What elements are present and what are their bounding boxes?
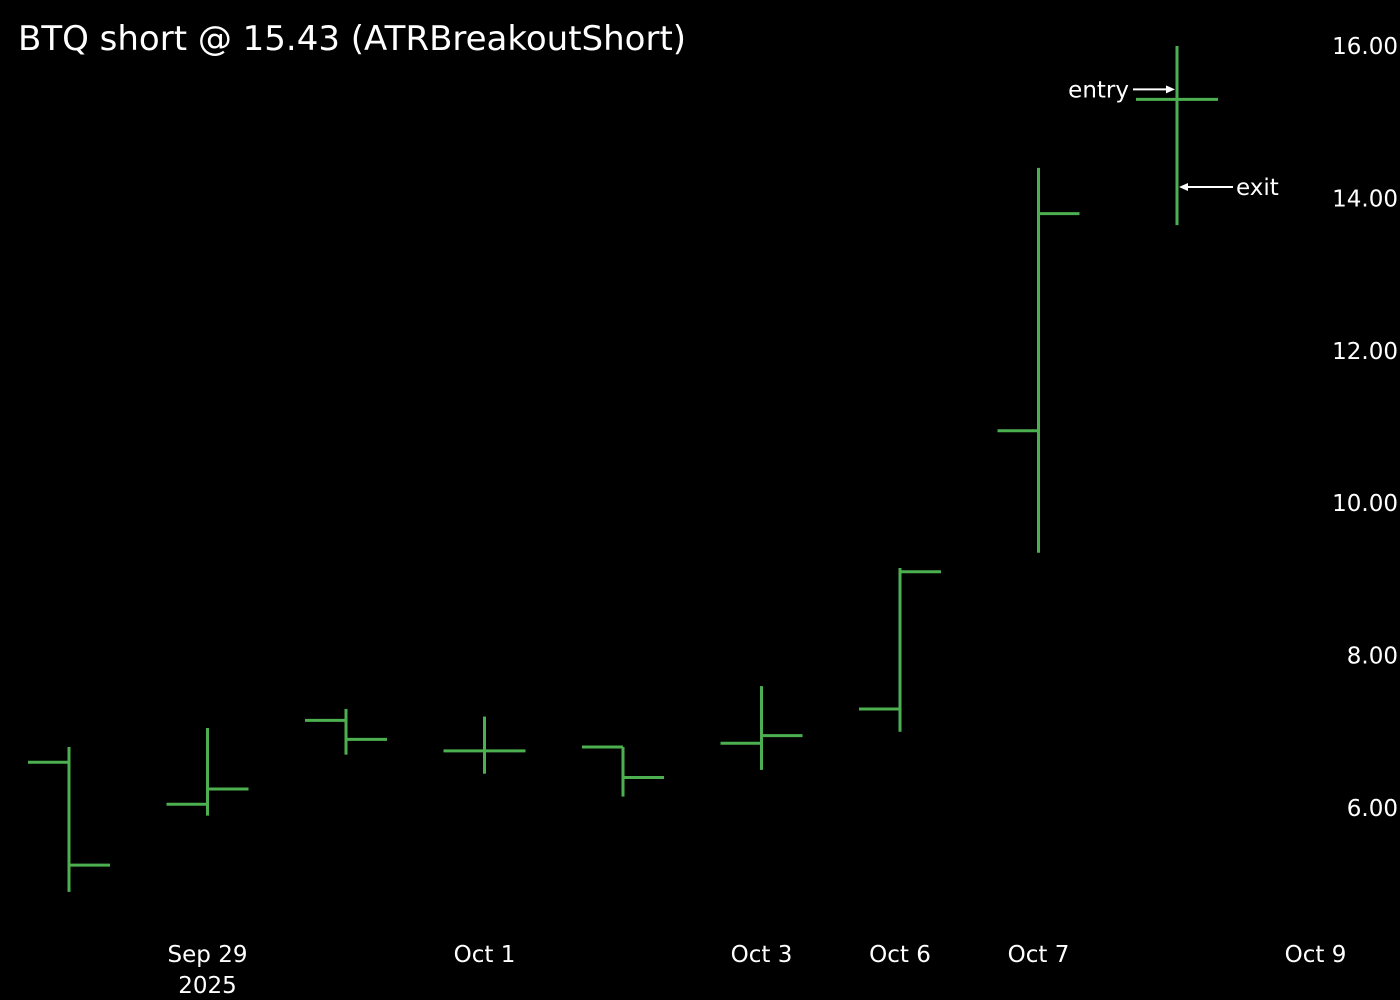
y-tick-label: 16.00 [1332, 34, 1398, 60]
x-tick-label: Oct 6 [869, 942, 931, 968]
y-tick-label: 14.00 [1332, 186, 1398, 212]
entry-label: entry [1068, 77, 1129, 103]
ohlc-bars [28, 46, 1218, 892]
exit-annotation: exit [1179, 175, 1279, 201]
ohlc-bar [28, 747, 110, 892]
x-tick-label: Sep 29 [168, 942, 248, 968]
x-tick-label: Oct 9 [1285, 942, 1347, 968]
ohlc-bar [1136, 46, 1218, 226]
x-tick-label: Oct 3 [731, 942, 793, 968]
entry-annotation: entry [1068, 77, 1175, 103]
chart-title: BTQ short @ 15.43 (ATRBreakoutShort) [18, 19, 686, 59]
y-axis: 6.00 8.00 10.00 12.00 14.00 16.00 [1332, 34, 1398, 822]
y-tick-label: 8.00 [1347, 644, 1398, 670]
y-tick-label: 6.00 [1347, 796, 1398, 822]
trade-annotations: entry exit [1068, 77, 1279, 201]
ohlc-bar [859, 567, 941, 732]
ohlc-bar [166, 727, 249, 816]
exit-label: exit [1236, 175, 1279, 201]
ohlc-bar [997, 167, 1080, 553]
ohlc-bar [443, 716, 526, 774]
ohlc-bar [582, 745, 664, 797]
ohlc-bar [720, 686, 803, 770]
ohlc-bar [305, 708, 387, 755]
y-tick-label: 10.00 [1332, 491, 1398, 517]
x-tick-sublabel: 2025 [178, 973, 237, 999]
x-axis: Sep 29 2025 Oct 1 Oct 3 Oct 6 Oct 7 Oct 9 [168, 942, 1347, 999]
entry-arrow-head [1166, 85, 1175, 94]
exit-arrow-head [1179, 182, 1188, 191]
x-tick-label: Oct 7 [1008, 942, 1070, 968]
x-tick-label: Oct 1 [454, 942, 516, 968]
y-tick-label: 12.00 [1332, 339, 1398, 365]
